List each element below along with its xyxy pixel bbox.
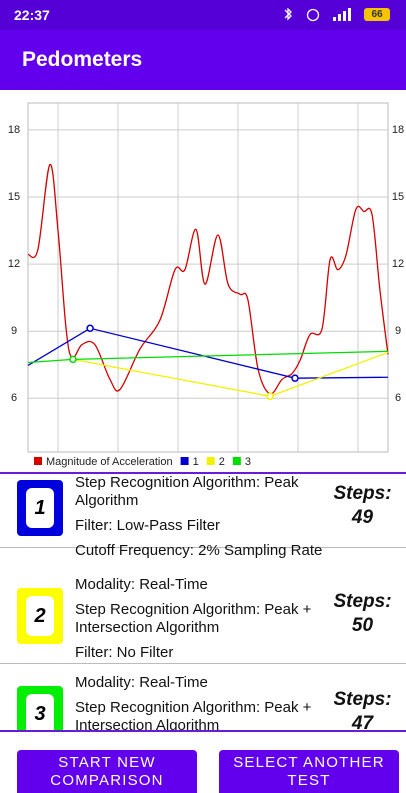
clock: 22:37: [14, 7, 50, 23]
steps-label: Steps:: [333, 483, 392, 504]
description-line: Step Recognition Algorithm: Peak + Inter…: [75, 601, 312, 636]
legend-label: 2: [219, 456, 225, 468]
legend-swatch: [232, 457, 241, 465]
y-tick-label: 9: [11, 325, 17, 337]
badge-number: 1: [26, 488, 54, 528]
y2-tick-label: 6: [395, 392, 401, 404]
start-button[interactable]: START NEW COMPARISON: [17, 750, 197, 793]
steps-count: 50: [351, 615, 374, 636]
status-icons: [284, 8, 351, 22]
app-bar: Pedometers: [0, 30, 406, 90]
description: Modality: Real-Time Step Recognition Algo…: [75, 674, 325, 732]
legend-label: Magnitude of Acceleration: [46, 456, 173, 468]
legend-label: 3: [245, 456, 251, 468]
badge-number: 2: [26, 596, 54, 636]
description-line: Step Recognition Algorithm: Peak + Inter…: [75, 699, 312, 732]
y2-tick-label: 12: [392, 258, 404, 270]
results-list[interactable]: 1 Step Recognition Algorithm: Peak Algori…: [0, 472, 406, 732]
steps: Steps: 49: [325, 482, 400, 530]
y2-tick-label: 15: [392, 191, 404, 203]
steps-label: Steps:: [333, 591, 392, 612]
step-marker: [291, 374, 299, 382]
y-tick-label: 18: [8, 124, 20, 136]
y2-tick-label: 9: [395, 325, 401, 337]
badge: 3: [17, 686, 63, 730]
description-line: Filter: No Filter: [75, 644, 174, 661]
y-tick-label: 12: [8, 258, 20, 270]
description-line: Modality: Real-Time: [75, 576, 208, 593]
status-bar: 22:37 66: [0, 0, 406, 30]
legend-swatch: [180, 457, 189, 465]
result-card: 1 Step Recognition Algorithm: Peak Algori…: [0, 474, 406, 559]
steps: Steps: 50: [325, 590, 400, 638]
steps-count: 47: [351, 713, 374, 732]
steps-label: Steps:: [333, 689, 392, 710]
step-marker: [266, 392, 274, 401]
y-tick-label: 15: [8, 191, 20, 203]
step-marker: [69, 355, 77, 364]
description: Modality: Real-Time Step Recognition Algo…: [75, 576, 325, 669]
description: Step Recognition Algorithm: Peak Algorit…: [75, 474, 325, 567]
plot-frame: [27, 102, 389, 453]
badge: 1: [17, 480, 63, 536]
select-button[interactable]: SELECT ANOTHER TEST: [219, 750, 399, 793]
description-line: Filter: Low-Pass Filter: [75, 517, 221, 534]
step-marker: [86, 324, 94, 333]
legend-swatch: [206, 457, 215, 465]
description-line: Step Recognition Algorithm: Peak Algorit…: [75, 474, 299, 509]
y-tick-label: 6: [11, 392, 17, 404]
legend-label: 1: [193, 456, 199, 468]
steps-count: 49: [351, 507, 374, 528]
description-line: Modality: Real-Time: [75, 674, 208, 691]
badge: 2: [17, 588, 63, 644]
y2-tick-label: 18: [392, 124, 404, 136]
description-line: Cutoff Frequency: 2% Sampling Rate: [75, 542, 323, 559]
battery: 66: [364, 8, 390, 21]
badge-number: 3: [26, 694, 54, 730]
series-line: [27, 327, 389, 379]
result-card: 2 Modality: Real-Time Step Recognition Alg…: [0, 568, 406, 664]
steps: Steps: 47: [325, 688, 400, 732]
legend-swatch: [34, 457, 42, 465]
app-title: Pedometers: [22, 48, 143, 71]
result-card: 3 Modality: Real-Time Step Recognition Alg…: [0, 666, 406, 732]
